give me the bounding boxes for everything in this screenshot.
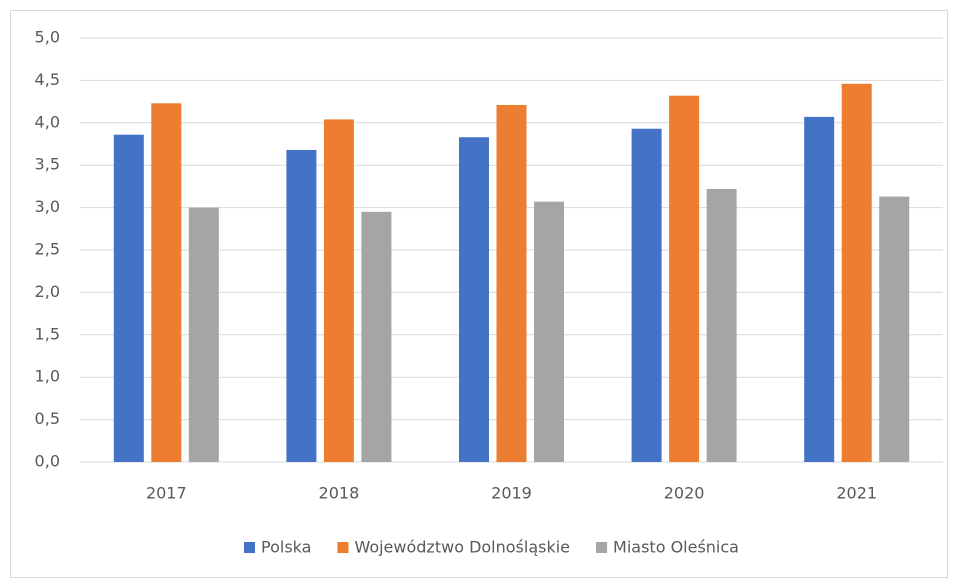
x-tick-label: 2017 bbox=[146, 484, 187, 503]
x-tick-label: 2020 bbox=[664, 484, 705, 503]
y-tick-label: 0,0 bbox=[35, 452, 60, 471]
x-tick-label: 2018 bbox=[319, 484, 360, 503]
bar bbox=[879, 196, 910, 463]
y-tick-label: 5,0 bbox=[35, 28, 60, 47]
legend-swatch bbox=[337, 542, 349, 553]
bar bbox=[534, 201, 564, 462]
legend-swatch bbox=[244, 542, 256, 553]
y-tick-label: 3,0 bbox=[35, 197, 60, 216]
bar bbox=[361, 211, 392, 462]
x-tick-label: 2019 bbox=[491, 484, 532, 503]
bar bbox=[151, 103, 182, 463]
y-tick-label: 3,5 bbox=[35, 155, 60, 174]
y-tick-label: 4,5 bbox=[35, 70, 60, 89]
y-tick-label: 1,5 bbox=[35, 324, 60, 343]
y-tick-label: 4,0 bbox=[35, 112, 60, 131]
bar bbox=[669, 95, 700, 462]
bar bbox=[804, 116, 835, 462]
bar bbox=[113, 134, 144, 462]
y-tick-label: 2,0 bbox=[35, 282, 60, 301]
bar bbox=[286, 149, 317, 462]
bar bbox=[459, 137, 489, 462]
y-tick-label: 2,5 bbox=[35, 240, 60, 259]
legend-label: Polska bbox=[261, 538, 311, 557]
y-tick-label: 0,5 bbox=[35, 409, 60, 428]
bar bbox=[706, 188, 737, 462]
legend-label: Województwo Dolnośląskie bbox=[354, 538, 570, 557]
y-tick-label: 1,0 bbox=[35, 367, 60, 386]
bar bbox=[631, 128, 662, 462]
bar bbox=[323, 119, 354, 463]
legend-swatch bbox=[596, 542, 608, 553]
legend-label: Miasto Oleśnica bbox=[613, 538, 739, 557]
bar bbox=[188, 207, 219, 462]
x-tick-label: 2021 bbox=[836, 484, 877, 503]
bar bbox=[496, 104, 527, 462]
bar bbox=[841, 83, 872, 463]
